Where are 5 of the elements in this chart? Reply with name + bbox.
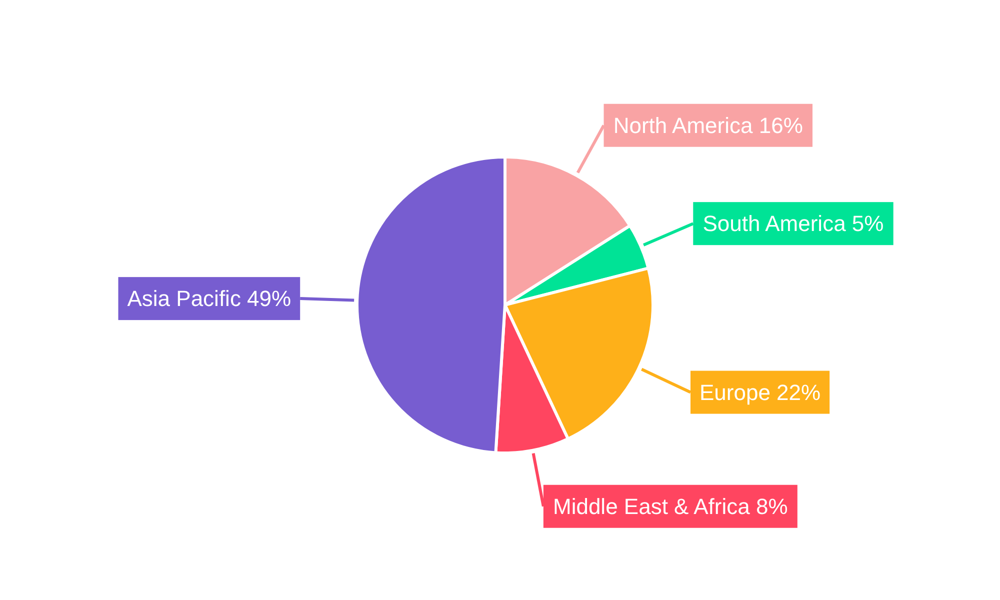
slice-label: North America 16%: [613, 112, 803, 138]
slice-label: Asia Pacific 49%: [127, 286, 292, 312]
slice-label: South America 5%: [702, 211, 884, 236]
slice-label: Europe 22%: [699, 380, 821, 405]
slice-label: Middle East & Africa 8%: [553, 494, 788, 519]
